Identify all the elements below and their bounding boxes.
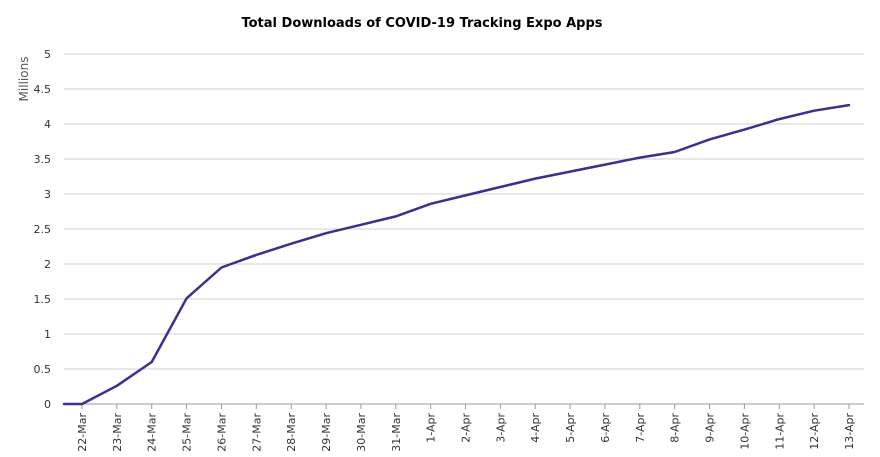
y-tick-label: 5 [44,48,51,61]
x-tick-label: 29-Mar [320,413,333,452]
x-tick-label: 26-Mar [215,413,228,452]
y-tick-label: 1.5 [34,293,52,306]
y-tick-label: 1 [44,328,51,341]
x-tick-label: 11-Apr [773,413,786,450]
x-tick-label: 25-Mar [181,413,194,452]
x-tick-label: 22-Mar [76,413,89,452]
series-layer [62,103,851,406]
y-tick-label: 4.5 [34,83,52,96]
x-tick-label: 4-Apr [529,413,542,443]
x-tick-label: 27-Mar [250,413,263,452]
x-tick-label: 13-Apr [843,413,856,450]
x-tick-label: 10-Apr [738,413,751,450]
x-tick-label: 3-Apr [494,413,507,443]
x-tick-label: 5-Apr [564,413,577,443]
y-tick-label: 4 [44,118,51,131]
x-tick-labels: 22-Mar 23-Mar 24-Mar 25-Mar 26-Mar 27-Mar 28-M… [76,404,856,452]
x-tick-label: 28-Mar [285,413,298,452]
y-tick-label: 2.5 [34,223,52,236]
y-tick-label: 0 [44,398,51,411]
x-tick-label: 23-Mar [111,413,124,452]
y-tick-label: 0.5 [34,363,52,376]
grid-lines [64,53,864,405]
y-tick-label: 2 [44,258,51,271]
x-tick-label: 6-Apr [599,413,612,443]
x-tick-label: 1-Apr [425,413,438,443]
x-tick-label: 31-Mar [390,413,403,452]
y-tick-labels: 0 0.5 1 1.5 2 2.5 3 3.5 4 4.5 5 [34,48,52,411]
x-tick-label: 9-Apr [704,413,717,443]
series-line [62,103,851,406]
y-axis-label: Millions [17,57,31,102]
x-tick-label: 30-Mar [355,413,368,452]
x-tick-label: 24-Mar [146,413,159,452]
x-tick-label: 8-Apr [669,413,682,443]
chart-title: Total Downloads of COVID-19 Tracking Exp… [241,16,602,31]
y-tick-label: 3 [44,188,51,201]
x-tick-label: 12-Apr [808,413,821,450]
y-tick-label: 3.5 [34,153,52,166]
x-tick-label: 7-Apr [634,413,647,443]
x-tick-label: 2-Apr [460,413,473,443]
